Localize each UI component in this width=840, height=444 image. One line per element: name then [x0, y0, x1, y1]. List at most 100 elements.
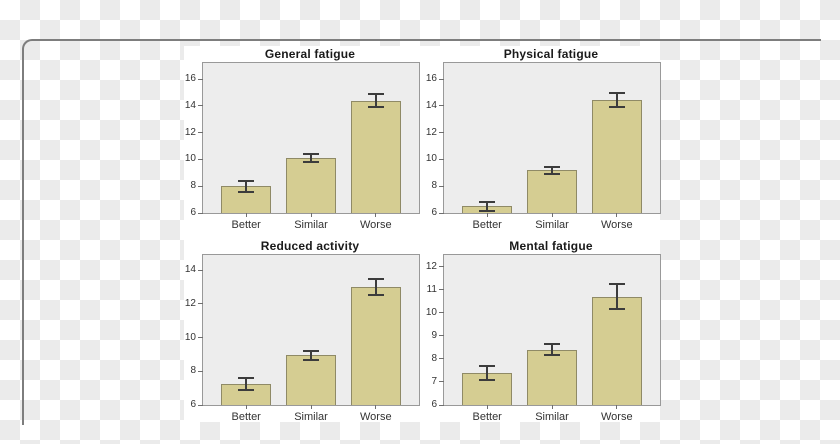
y-tick-mark	[439, 289, 444, 291]
x-tick-mark	[375, 213, 377, 217]
plot-area: 6 7 8 9 10 11 12 Better Similar Worse	[426, 254, 661, 423]
y-tick-label: 14	[184, 264, 196, 276]
error-bar-cap-bottom	[367, 106, 384, 109]
y-tick-label: 9	[431, 329, 437, 341]
x-tick-mark	[551, 405, 553, 409]
chart-title: General fatigue	[264, 47, 356, 61]
x-tick-mark	[375, 405, 377, 409]
fatigue-charts-figure: General fatigue 6 8 10 12 14 16 Better Similar W…	[184, 46, 661, 423]
y-tick-mark	[439, 266, 444, 267]
x-category-label: Similar	[294, 411, 328, 423]
x-category-label: Similar	[294, 219, 328, 231]
error-bar-line	[615, 93, 618, 107]
y-tick-mark	[439, 78, 444, 80]
error-bar-line	[486, 201, 489, 211]
y-tick-mark	[198, 337, 203, 339]
card-outline	[22, 39, 821, 425]
y-tick-mark	[439, 404, 444, 406]
y-tick-mark	[198, 158, 203, 160]
error-bar-cap-bottom	[303, 358, 319, 361]
error-bar-line	[551, 343, 553, 356]
y-tick-mark	[439, 105, 444, 107]
error-bar-line	[374, 93, 377, 108]
x-category-label: Similar	[535, 411, 569, 423]
error-bar-cap-top	[479, 200, 496, 203]
error-bar-cap-top	[544, 165, 560, 168]
bar-similar	[286, 158, 336, 213]
x-category-label: Worse	[601, 219, 633, 231]
x-tick-mark	[616, 213, 618, 217]
bar-worse	[591, 296, 642, 405]
error-bar-cap-top	[238, 377, 255, 380]
error-bar-line	[615, 283, 618, 310]
x-tick-mark	[486, 213, 488, 217]
y-tick-label: 16	[184, 73, 196, 85]
error-bar-cap-top	[367, 278, 384, 281]
y-tick-label: 10	[184, 153, 196, 165]
chart-title: Physical fatigue	[503, 47, 599, 61]
bar-similar	[286, 355, 336, 405]
error-bar-line	[310, 154, 312, 163]
error-bar-line	[551, 166, 553, 174]
y-tick-label: 8	[190, 365, 196, 377]
y-tick-label: 6	[431, 207, 437, 218]
y-tick-mark	[198, 78, 203, 80]
x-tick-mark	[310, 405, 312, 409]
error-bar-cap-top	[608, 282, 625, 285]
error-bar-cap-bottom	[238, 190, 255, 193]
error-bar-cap-top	[608, 92, 625, 95]
y-tick-label: 10	[425, 306, 437, 318]
error-bar-line	[310, 351, 312, 360]
y-tick-mark	[439, 312, 444, 314]
y-tick-mark	[198, 370, 203, 372]
x-category-label: Better	[472, 219, 502, 231]
y-tick-label: 10	[425, 153, 437, 165]
y-tick-label: 12	[425, 260, 437, 272]
error-bar-cap-bottom	[479, 378, 496, 381]
y-tick-label: 6	[190, 399, 196, 410]
error-bar-cap-bottom	[544, 172, 560, 175]
error-bar-cap-top	[303, 350, 319, 353]
error-bar-cap-bottom	[544, 354, 560, 357]
error-bar-cap-top	[303, 153, 319, 156]
y-tick-mark	[439, 158, 444, 160]
plot-area: 6 8 10 12 14 Better Similar Worse	[185, 254, 420, 423]
error-bar-cap-top	[479, 364, 496, 367]
error-bar-cap-top	[544, 342, 560, 345]
y-tick-label: 6	[190, 207, 196, 218]
x-category-label: Better	[472, 411, 502, 423]
error-bar-line	[245, 378, 248, 390]
y-tick-label: 8	[190, 180, 196, 192]
y-tick-label: 12	[184, 126, 196, 138]
y-tick-label: 10	[184, 331, 196, 343]
x-category-label: Worse	[360, 411, 392, 423]
y-tick-label: 11	[426, 283, 437, 295]
bar-worse	[350, 100, 401, 213]
y-tick-label: 16	[425, 73, 437, 85]
y-tick-label: 8	[431, 352, 437, 364]
x-category-label: Better	[231, 411, 261, 423]
error-bar-cap-bottom	[303, 161, 319, 164]
y-tick-mark	[439, 212, 444, 214]
y-tick-mark	[439, 381, 444, 383]
error-bar-cap-bottom	[608, 308, 625, 311]
error-bar-cap-top	[238, 179, 255, 182]
y-tick-mark	[198, 404, 203, 406]
error-bar-cap-bottom	[479, 210, 496, 212]
y-tick-label: 12	[425, 126, 437, 138]
error-bar-line	[245, 180, 248, 192]
bar-worse	[350, 287, 401, 405]
y-tick-mark	[198, 132, 203, 134]
x-tick-mark	[486, 405, 488, 409]
y-tick-mark	[439, 132, 444, 134]
y-tick-mark	[198, 212, 203, 214]
x-category-label: Better	[231, 219, 261, 231]
y-tick-mark	[439, 185, 444, 187]
x-tick-mark	[310, 213, 312, 217]
y-tick-mark	[439, 335, 444, 337]
x-tick-mark	[551, 213, 553, 217]
y-tick-label: 6	[431, 399, 437, 410]
y-tick-label: 7	[431, 375, 437, 387]
y-tick-mark	[198, 303, 203, 305]
x-tick-mark	[616, 405, 618, 409]
